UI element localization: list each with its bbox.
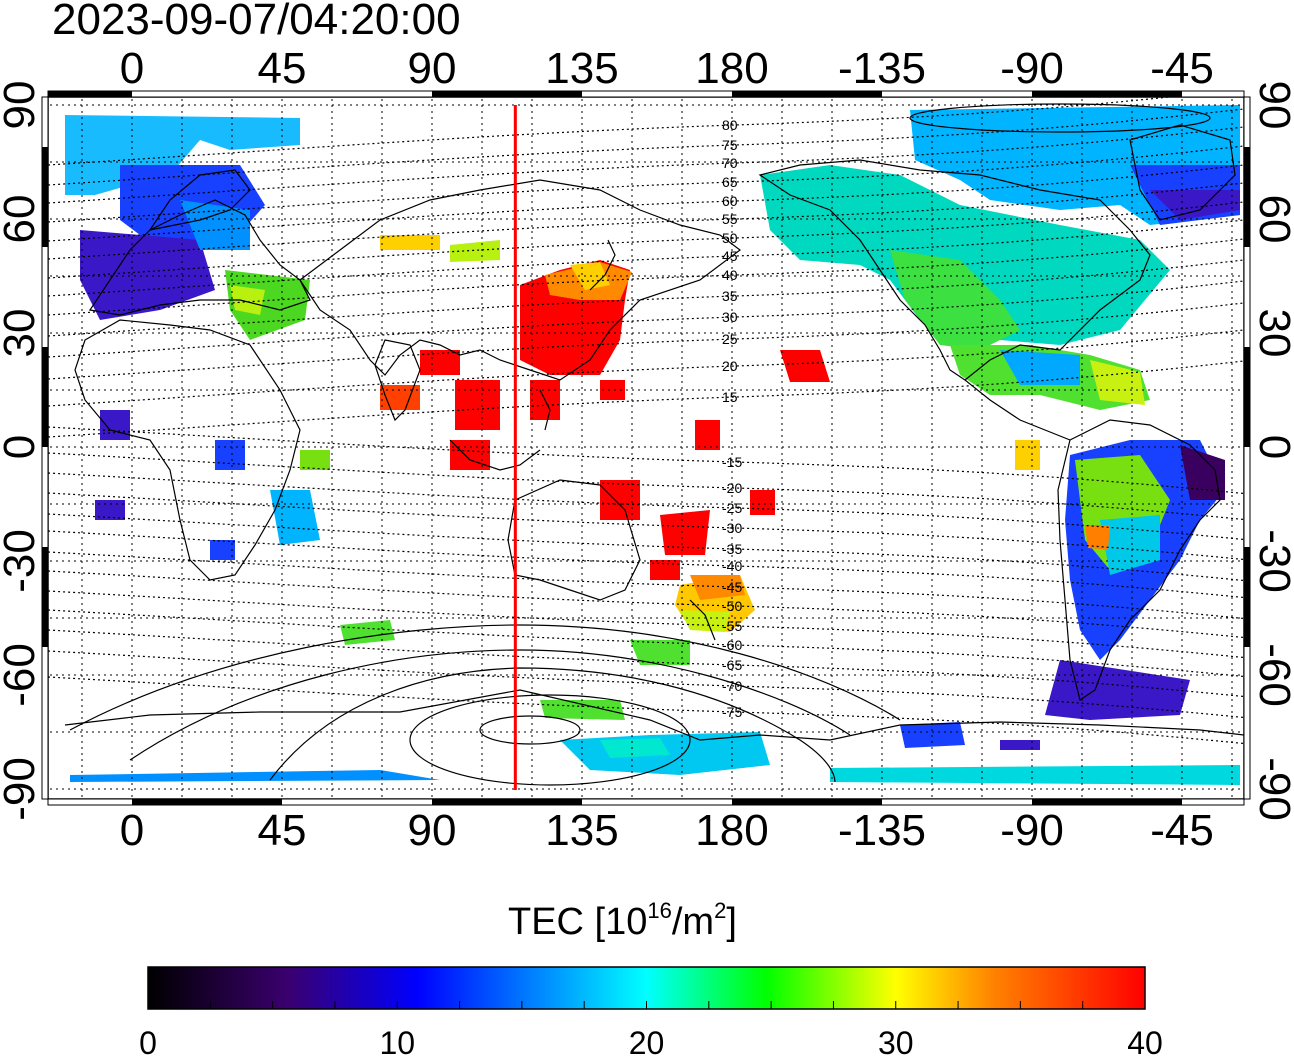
right-latitude-label: -60 xyxy=(1250,643,1294,707)
magnetic-latitude-label: 40 xyxy=(722,267,738,283)
colorbar-tick-label: 30 xyxy=(878,1025,914,1057)
right-latitude-label: 90 xyxy=(1250,81,1294,130)
top-longitude-label: 90 xyxy=(408,44,457,93)
bottom-longitude-label: 45 xyxy=(258,806,307,855)
magnetic-latitude-label: -35 xyxy=(722,541,742,557)
magnetic-latitude-label: 20 xyxy=(722,358,738,374)
colorbar-tick-label: 10 xyxy=(379,1025,415,1057)
left-latitude-labels: 90 60 30 0 -30 -60 -90 xyxy=(0,81,44,821)
top-longitude-label: -135 xyxy=(838,44,926,93)
magnetic-latitude-label: -55 xyxy=(722,618,742,634)
colorbar-tick-label: 20 xyxy=(629,1025,665,1057)
magnetic-latitude-label: -45 xyxy=(722,579,742,595)
top-longitude-labels: 0 45 90 135 180 -135 -90 -45 xyxy=(120,44,1214,93)
magnetic-latitude-label: 25 xyxy=(722,331,738,347)
bottom-longitude-labels: 0 45 90 135 180 -135 -90 -45 xyxy=(120,806,1214,855)
magnetic-latitude-label: -25 xyxy=(722,500,742,516)
top-longitude-label: 135 xyxy=(545,44,618,93)
axis-frame-bars xyxy=(41,90,1251,806)
magnetic-latitude-label: -65 xyxy=(722,657,742,673)
top-longitude-label: 45 xyxy=(258,44,307,93)
magnetic-latitude-label: 30 xyxy=(722,309,738,325)
colorbar-ticks: 0 10 20 30 40 xyxy=(139,1001,1163,1057)
magnetic-latitude-label: -60 xyxy=(722,637,742,653)
magnetic-latitude-label: -30 xyxy=(722,520,742,536)
right-latitude-label: -90 xyxy=(1250,757,1294,821)
right-latitude-label: 60 xyxy=(1250,195,1294,244)
top-longitude-label: -90 xyxy=(1000,44,1064,93)
magnetic-latitude-label: 50 xyxy=(722,230,738,246)
magnetic-latitude-label: -75 xyxy=(722,704,742,720)
right-latitude-label: 30 xyxy=(1250,309,1294,358)
coastlines xyxy=(64,124,1244,741)
magnetic-latitude-label: -40 xyxy=(722,558,742,574)
colorbar-title-exponent: 16 xyxy=(647,898,672,923)
colorbar-title: TEC [1016/m2] xyxy=(508,900,737,944)
bottom-longitude-label: -45 xyxy=(1150,806,1214,855)
right-latitude-label: -30 xyxy=(1250,529,1294,593)
magnetic-latitude-label: -20 xyxy=(722,480,742,496)
bottom-longitude-label: -90 xyxy=(1000,806,1064,855)
magnetic-latitude-label: -15 xyxy=(722,454,742,470)
top-longitude-label: 180 xyxy=(695,44,768,93)
colorbar-tick-label: 40 xyxy=(1127,1025,1163,1057)
top-longitude-label: 0 xyxy=(120,44,144,93)
left-latitude-label: 30 xyxy=(0,309,44,358)
magnetic-latitude-label: 35 xyxy=(722,288,738,304)
north-magnetic-pole-contour xyxy=(909,103,1211,133)
colorbar-title-suffix: ] xyxy=(726,901,737,943)
top-longitude-label: -45 xyxy=(1150,44,1214,93)
bottom-longitude-label: -135 xyxy=(838,806,926,855)
bottom-longitude-label: 135 xyxy=(545,806,618,855)
magnetic-latitude-label: 70 xyxy=(722,155,738,171)
magnetic-latitude-label: -50 xyxy=(722,598,742,614)
colorbar-title-prefix: TEC [10 xyxy=(508,901,648,943)
magnetic-latitude-label: 65 xyxy=(722,174,738,190)
left-latitude-label: 90 xyxy=(0,81,44,130)
right-latitude-labels: 90 60 30 0 -30 -60 -90 xyxy=(1250,81,1294,821)
magnetic-latitude-label: 15 xyxy=(722,389,738,405)
magnetic-latitude-labels: 80 75 70 65 60 55 50 45 40 35 30 25 20 15 -15 -20 -25 -30… xyxy=(722,117,742,720)
left-latitude-label: -30 xyxy=(0,529,44,593)
right-latitude-label: 0 xyxy=(1250,435,1294,459)
map-timestamp-title: 2023-09-07/04:20:00 xyxy=(52,0,461,44)
magnetic-latitude-label: 60 xyxy=(722,193,738,209)
magnetic-latitude-label: 55 xyxy=(722,211,738,227)
left-latitude-label: 60 xyxy=(0,195,44,244)
magnetic-latitude-label: -70 xyxy=(722,678,742,694)
south-magnetic-pole-contours xyxy=(69,624,901,786)
colorbar-title-unit: /m xyxy=(671,901,715,943)
left-latitude-label: -60 xyxy=(0,643,44,707)
tec-data-layer xyxy=(65,105,1240,785)
magnetic-latitude-label: 45 xyxy=(722,248,738,264)
left-latitude-label: -90 xyxy=(0,757,44,821)
tec-colorbar xyxy=(147,966,1146,1010)
left-latitude-label: 0 xyxy=(0,435,44,459)
magnetic-latitude-label: 75 xyxy=(722,137,738,153)
bottom-longitude-label: 180 xyxy=(695,806,768,855)
bottom-longitude-label: 90 xyxy=(408,806,457,855)
colorbar-tick-label: 0 xyxy=(139,1025,157,1057)
colorbar-title-unit-exponent: 2 xyxy=(714,898,727,923)
bottom-longitude-label: 0 xyxy=(120,806,144,855)
magnetic-latitude-label: 80 xyxy=(722,117,738,133)
lat-lon-grid xyxy=(50,99,1242,797)
